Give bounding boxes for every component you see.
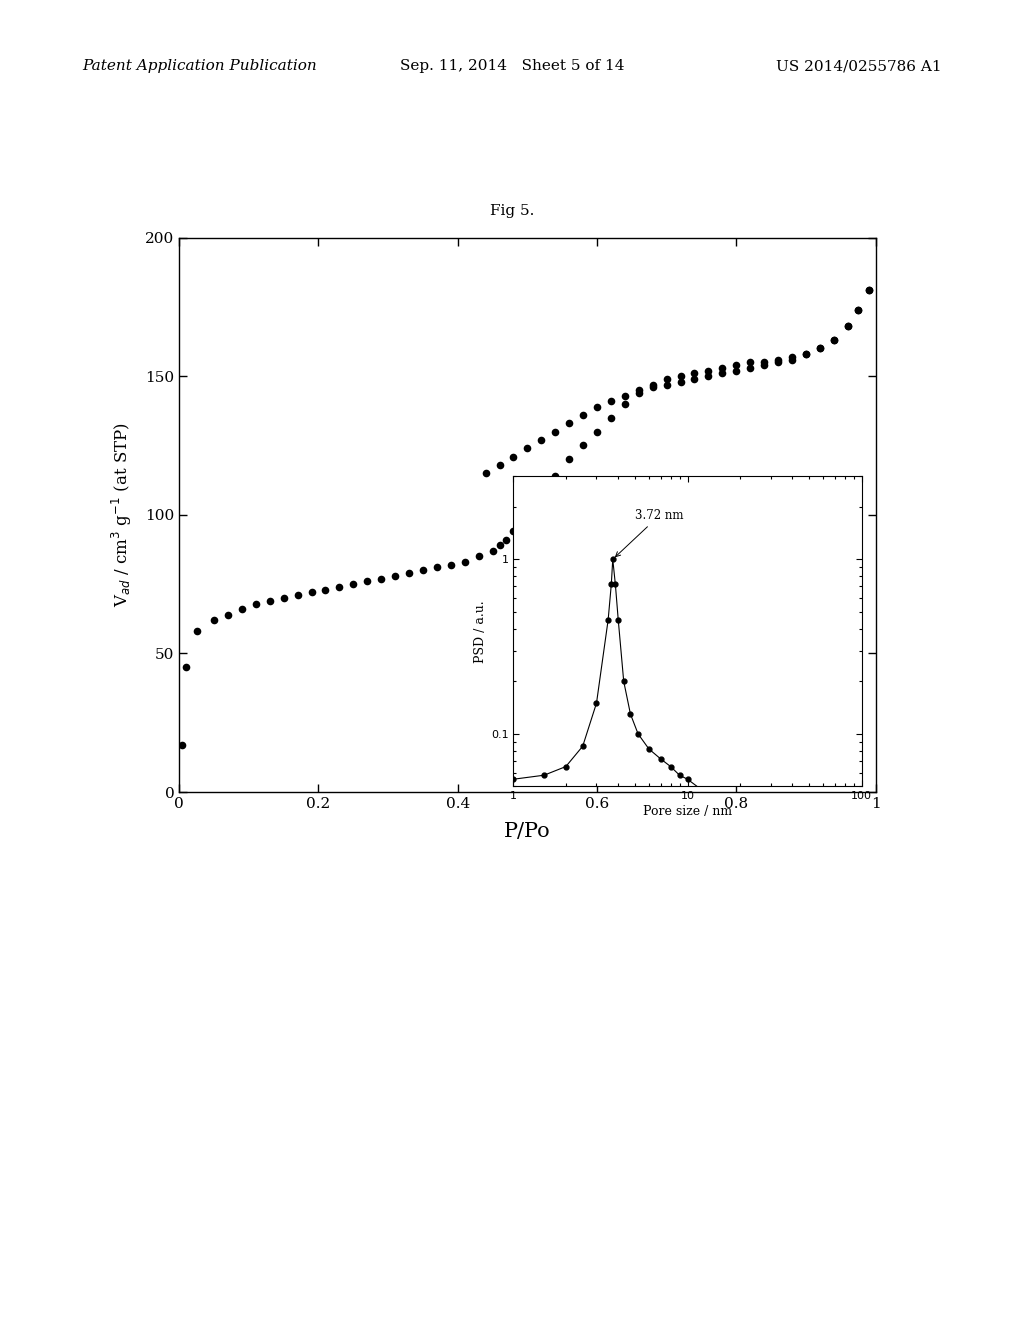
Text: 3.72 nm: 3.72 nm	[615, 510, 684, 557]
Text: Fig 5.: Fig 5.	[489, 203, 535, 218]
Text: Patent Application Publication: Patent Application Publication	[82, 59, 316, 74]
Text: US 2014/0255786 A1: US 2014/0255786 A1	[776, 59, 942, 74]
Text: Sep. 11, 2014   Sheet 5 of 14: Sep. 11, 2014 Sheet 5 of 14	[399, 59, 625, 74]
X-axis label: P/Po: P/Po	[504, 822, 551, 841]
Y-axis label: V$_{ad}$ / cm$^3$ g$^{-1}$ (at STP): V$_{ad}$ / cm$^3$ g$^{-1}$ (at STP)	[110, 422, 134, 607]
X-axis label: Pore size / nm: Pore size / nm	[643, 805, 732, 818]
Y-axis label: PSD / a.u.: PSD / a.u.	[474, 599, 486, 663]
